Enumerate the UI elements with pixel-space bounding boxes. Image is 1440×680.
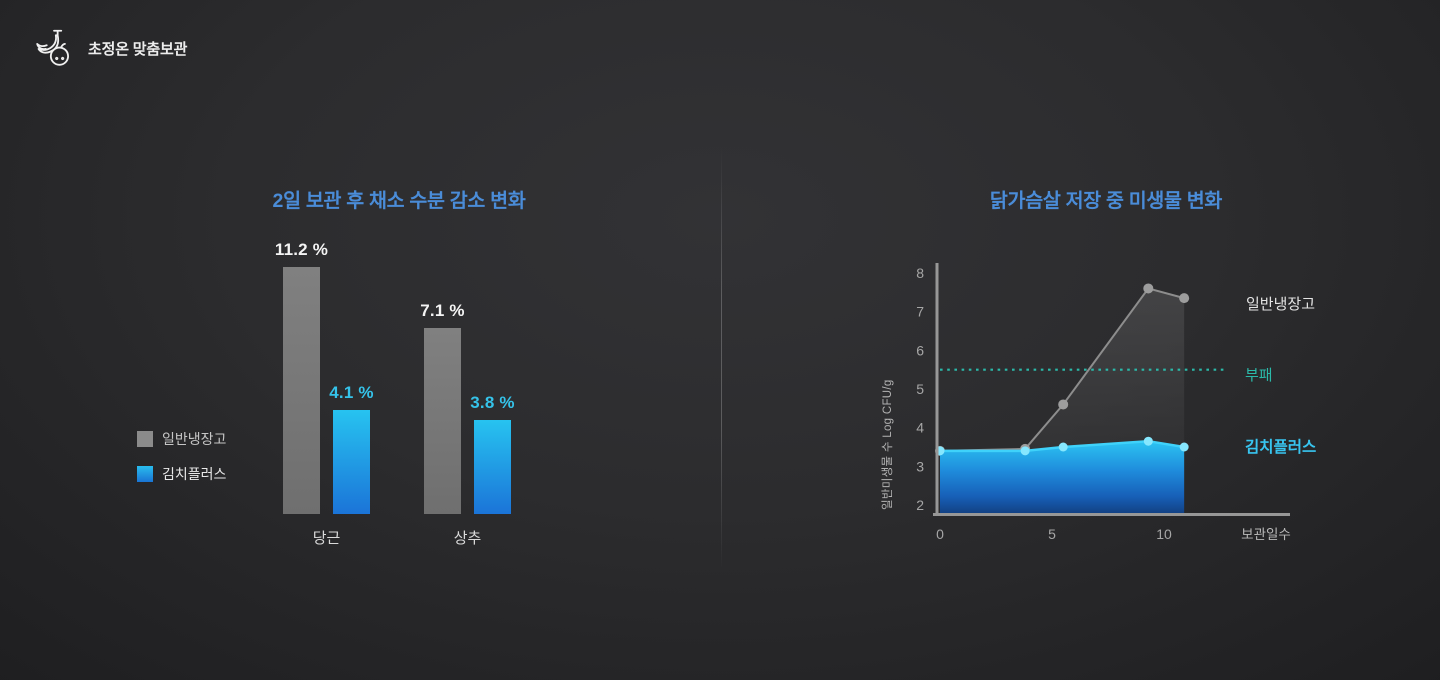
data-point-normal-fridge xyxy=(1058,399,1069,410)
bar-김치플러스-당근 xyxy=(333,410,370,514)
y-tick-label: 8 xyxy=(916,265,924,281)
data-point-kimchi-plus xyxy=(1020,446,1030,456)
series-area-kimchi-plus xyxy=(940,441,1185,515)
line-chart-plot: 2 3 4 5 6 7 8 0 5 10 보관일수 일반미생물 수 Log CFU/g xyxy=(860,250,1320,570)
legend-swatch-blue xyxy=(137,466,153,482)
legend-item-kimchi-plus: 김치플러스 xyxy=(137,464,226,484)
bar-일반냉장고-상추 xyxy=(424,328,461,514)
bar-category-label: 상추 xyxy=(453,530,482,547)
data-point-normal-fridge xyxy=(1179,293,1190,304)
y-tick-label: 3 xyxy=(916,458,924,474)
line-chart-title: 닭가슴살 저장 중 미생물 변화 xyxy=(989,190,1223,212)
legend-swatch-gray xyxy=(137,431,153,447)
legend-label-normal-fridge: 일반냉장고 xyxy=(162,431,227,447)
brand-header: 초정온 맞춤보관 xyxy=(34,27,187,69)
data-point-normal-fridge xyxy=(1143,283,1154,294)
y-tick-label: 4 xyxy=(916,420,924,436)
line-threshold-label-spoilage: 부패 xyxy=(1245,367,1273,384)
y-tick-label: 5 xyxy=(916,381,924,397)
bar-category-label: 당근 xyxy=(312,530,341,547)
bar-chart-title: 2일 보관 후 채소 수분 감소 변화 xyxy=(272,190,526,212)
legend-label-kimchi-plus: 김치플러스 xyxy=(162,466,227,482)
bar-value-label: 4.1 % xyxy=(329,383,374,402)
bar-value-label: 7.1 % xyxy=(420,301,465,320)
bar-value-label: 11.2 % xyxy=(274,240,329,259)
bar-chart-legend: 일반냉장고 김치플러스 xyxy=(137,429,226,499)
fruits-icon xyxy=(36,29,69,66)
legend-item-normal-fridge: 일반냉장고 xyxy=(137,429,226,449)
bar-일반냉장고-당근 xyxy=(283,267,320,514)
line-series-label-kimchi-plus: 김치플러스 xyxy=(1245,439,1317,456)
x-axis-title: 보관일수 xyxy=(1241,527,1291,542)
section-divider xyxy=(721,148,722,572)
bar-chart-plot: 11.2 % 4.1 % 당근 7.1 % 3.8 % 상추 xyxy=(274,240,515,547)
y-tick-label: 6 xyxy=(916,342,924,358)
line-chart-svg: 2 3 4 5 6 7 8 0 5 10 보관일수 일반미생물 수 Log CFU/g xyxy=(880,263,1291,542)
bar-value-label: 3.8 % xyxy=(470,393,515,412)
data-point-kimchi-plus xyxy=(1179,442,1189,452)
y-tick-label: 2 xyxy=(916,497,924,513)
bar-김치플러스-상추 xyxy=(474,420,511,514)
brand-title: 초정온 맞춤보관 xyxy=(88,40,188,58)
x-tick-label: 10 xyxy=(1156,526,1172,542)
x-tick-label: 5 xyxy=(1048,526,1056,542)
data-point-kimchi-plus xyxy=(1143,436,1153,446)
data-point-kimchi-plus xyxy=(1058,442,1068,452)
line-series-label-normal-fridge: 일반냉장고 xyxy=(1246,296,1316,313)
x-tick-label: 0 xyxy=(936,526,944,542)
y-axis-title: 일반미생물 수 Log CFU/g xyxy=(880,379,894,510)
y-tick-label: 7 xyxy=(916,304,924,320)
